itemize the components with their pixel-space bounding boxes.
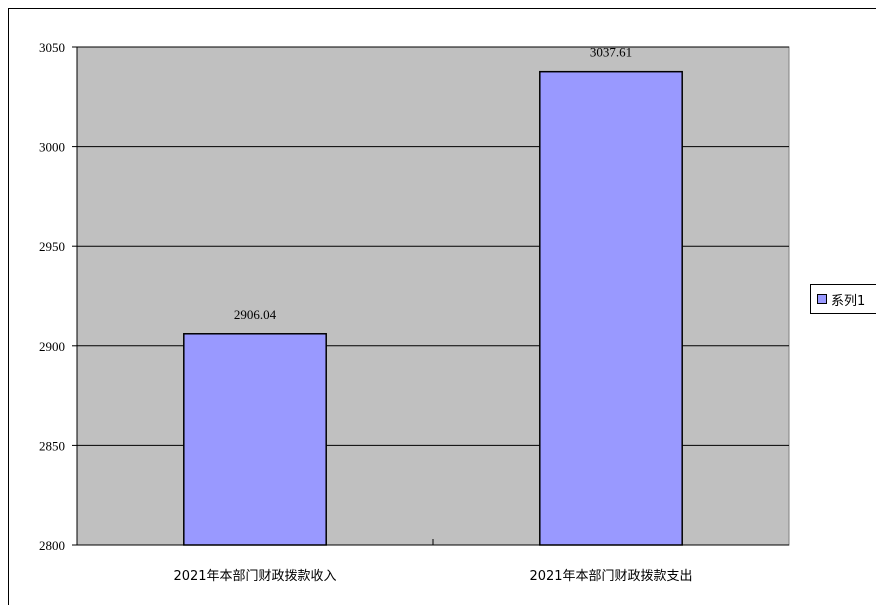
- legend: 系列1: [810, 284, 876, 314]
- data-labels: 2906.04 3037.61: [234, 45, 632, 322]
- x-category-label: 2021年本部门财政拨款收入: [173, 569, 336, 584]
- bar: [183, 333, 327, 546]
- bars: [183, 70, 683, 546]
- x-category-labels: 2021年本部门财政拨款收入 2021年本部门财政拨款支出: [173, 569, 692, 584]
- data-label: 3037.61: [590, 45, 632, 60]
- y-tick-label: 2850: [39, 438, 65, 453]
- axes: [76, 47, 789, 546]
- legend-swatch: [817, 294, 827, 304]
- y-tick-labels: 2800 2850 2900 2950 3000 3050: [39, 40, 65, 553]
- y-tick-label: 2900: [39, 339, 65, 354]
- y-tick-label: 3050: [39, 40, 65, 55]
- bar: [539, 70, 683, 546]
- y-tick-label: 3000: [39, 140, 65, 155]
- y-tick-label: 2800: [39, 538, 65, 553]
- chart-frame: [8, 8, 876, 605]
- x-category-label: 2021年本部门财政拨款支出: [529, 569, 692, 584]
- y-tick-label: 2950: [39, 239, 65, 254]
- data-label: 2906.04: [234, 307, 277, 322]
- legend-label: 系列1: [831, 293, 866, 309]
